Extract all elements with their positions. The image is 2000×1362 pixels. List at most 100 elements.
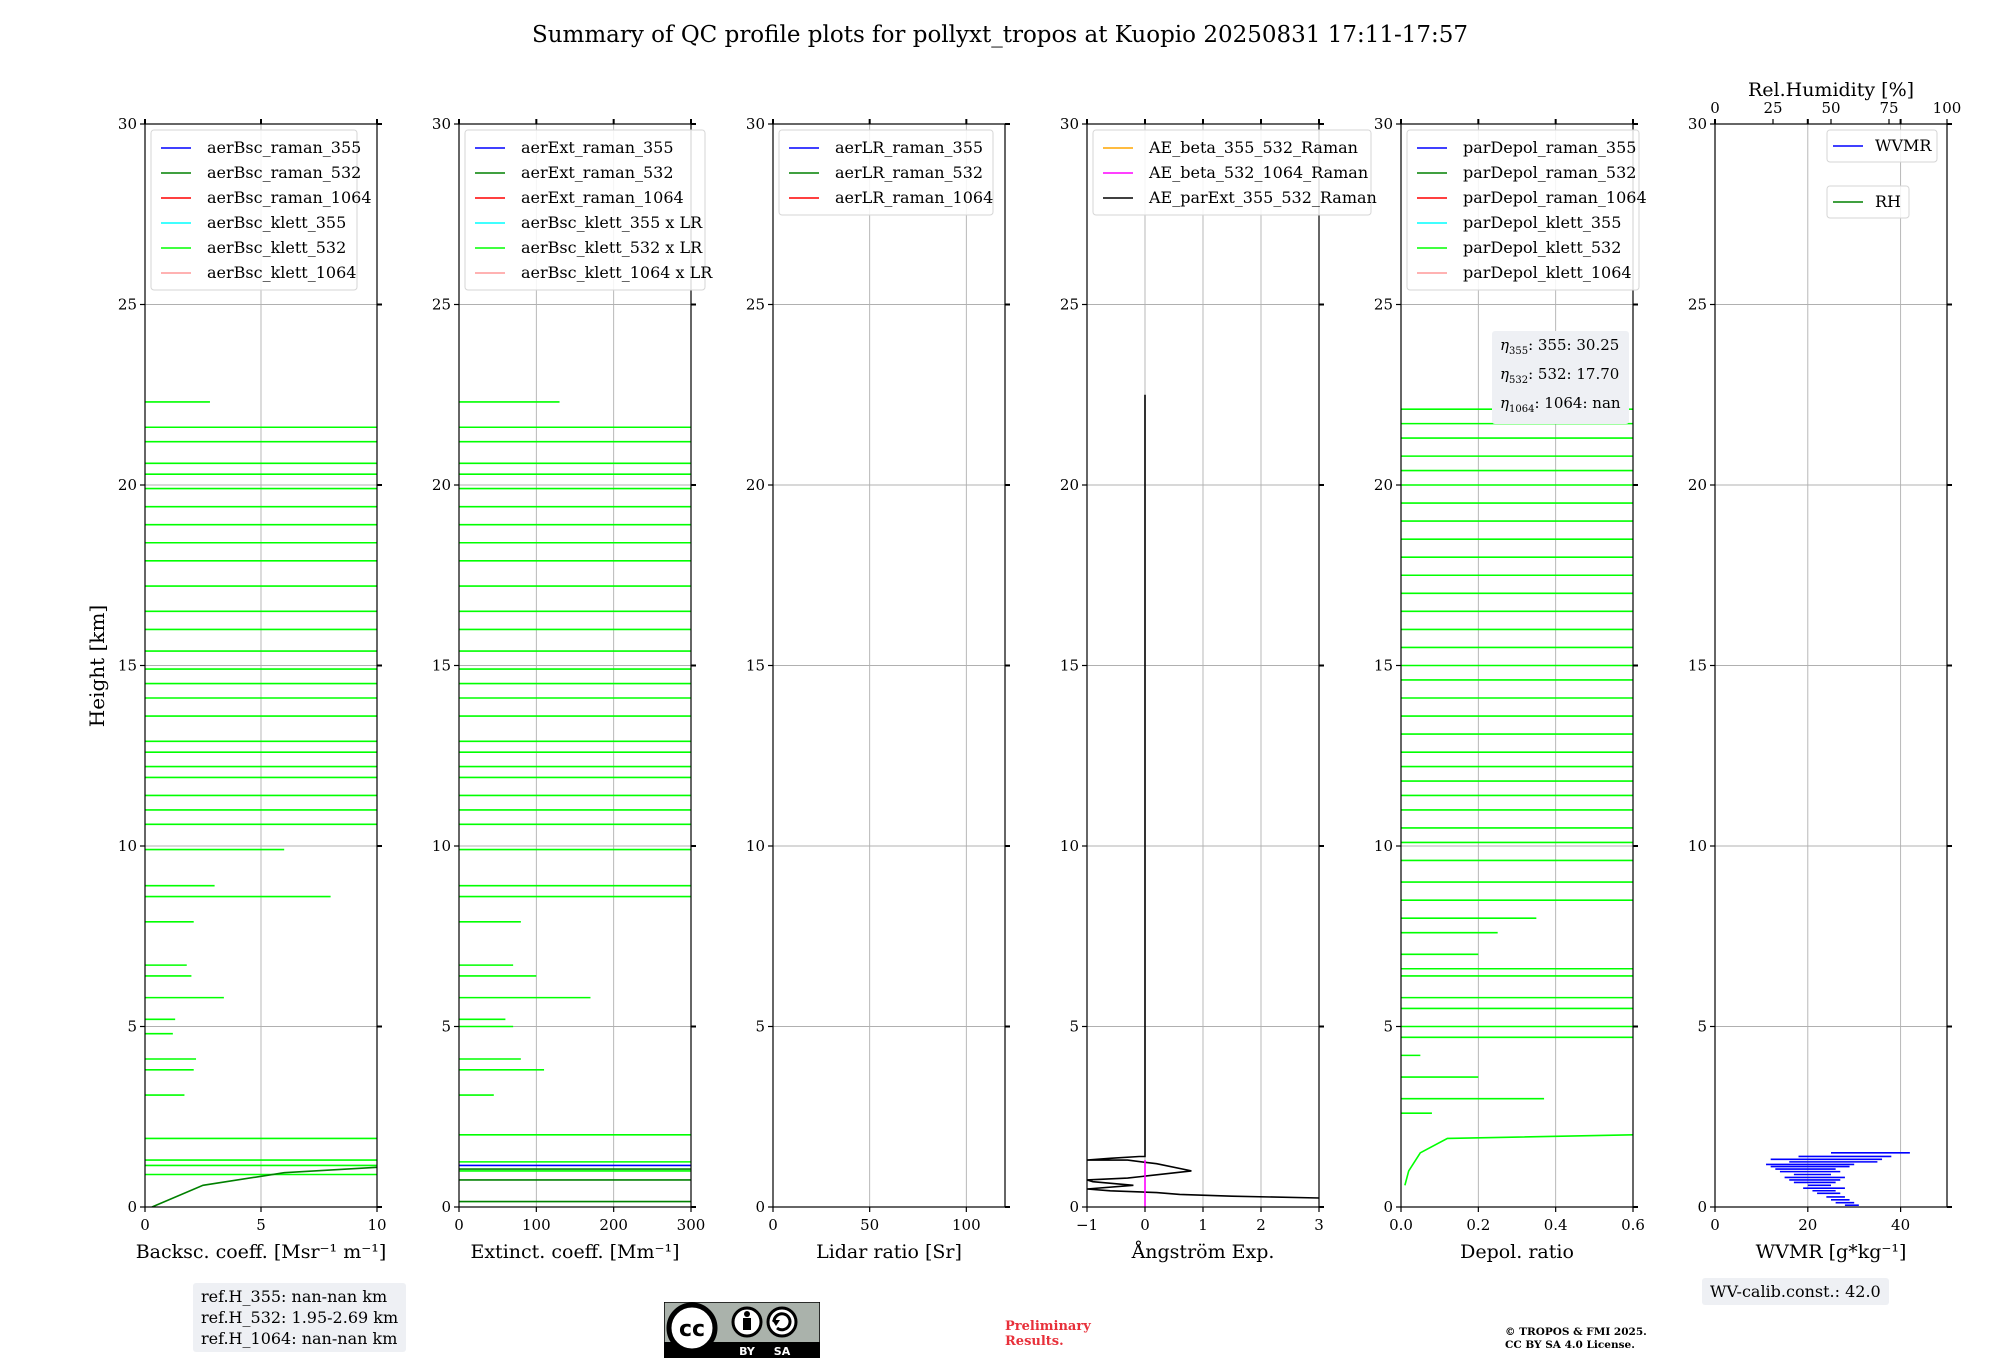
y-tick-label: 20 [1374, 476, 1393, 494]
wv-calibration-box: WV-calib.const.: 42.0 [1702, 1278, 1889, 1305]
y-tick-label: 25 [1688, 296, 1707, 314]
y-tick-label: 0 [127, 1198, 137, 1216]
panel-1: 0 5 10 15 20 25 30 0 5 10 Backsc. coeff. [Msr⁻¹ m⁻… [118, 115, 387, 1263]
top-x-tick-label: 25 [1763, 99, 1782, 117]
data-layer [459, 401, 691, 1203]
legend-box [1092, 129, 1372, 216]
y-tick-label: 5 [1697, 1018, 1707, 1036]
legend-label: aerBsc_klett_1064 x LR [521, 263, 713, 282]
data-layer [1087, 394, 1319, 1207]
eta-1064-value: 1064: nan [1544, 394, 1621, 412]
x-tick-label: −1 [1076, 1216, 1098, 1234]
series-line [1087, 394, 1319, 1199]
y-tick-label: 5 [127, 1018, 137, 1036]
figure-title: Summary of QC profile plots for pollyxt_… [531, 22, 1469, 48]
top-x-tick-label: 75 [1879, 99, 1898, 117]
y-tick-label: 25 [1060, 296, 1079, 314]
grid [1714, 123, 1947, 1208]
legend: AE_beta_355_532_Raman AE_beta_532_1064_Ra… [1092, 129, 1377, 216]
legend-label: parDepol_klett_1064 [1463, 263, 1632, 282]
legend-label: aerBsc_raman_1064 [207, 188, 372, 207]
eta-box: η355: 355: 30.25 η532: 532: 17.70 η1064:… [1492, 331, 1629, 424]
y-tick-label: 5 [1383, 1018, 1393, 1036]
y-tick-label: 5 [441, 1018, 451, 1036]
legend-label: aerExt_raman_1064 [521, 188, 684, 207]
y-tick-label: 25 [118, 296, 137, 314]
y-tick-label: 25 [1374, 296, 1393, 314]
y-tick-label: 0 [755, 1198, 765, 1216]
data-layer [145, 401, 377, 1207]
y-tick-label: 10 [746, 837, 765, 855]
y-tick-label: 10 [1374, 837, 1393, 855]
legend-label: aerLR_raman_532 [835, 163, 983, 182]
x-tick-label: 100 [522, 1216, 551, 1234]
y-tick-label: 30 [1374, 115, 1393, 133]
y-tick-label: 10 [432, 837, 451, 855]
y-tick-label: 20 [746, 476, 765, 494]
eta-355-value: 355: 30.25 [1537, 336, 1620, 354]
eta-532-value: 532: 17.70 [1537, 365, 1620, 383]
legend-label: AE_beta_355_532_Raman [1148, 138, 1358, 157]
legend-label: WVMR [1875, 136, 1932, 155]
cc-by-sa-logo: cc BY SA [663, 1301, 821, 1362]
legend-label: parDepol_raman_532 [1463, 163, 1636, 182]
legend-box [1826, 129, 1938, 163]
top-x-axis-label: Rel.Humidity [%] [1748, 79, 1914, 101]
y-tick-label: 15 [1688, 657, 1707, 675]
series-line [1404, 1134, 1633, 1186]
legend-label: parDepol_raman_355 [1463, 138, 1636, 157]
x-tick-label: 100 [952, 1216, 981, 1234]
legend-label: aerBsc_klett_355 [207, 213, 346, 232]
x-tick-label: 0 [1140, 1216, 1150, 1234]
x-tick-label: 5 [256, 1216, 266, 1234]
legend-label: aerBsc_raman_355 [207, 138, 361, 157]
legend-box [778, 129, 994, 216]
y-tick-label: 20 [1688, 476, 1707, 494]
preliminary-line-2: Results. [1005, 1334, 1064, 1349]
y-axis-label: Height [km] [85, 605, 109, 727]
x-axis-label: Lidar ratio [Sr] [816, 1241, 962, 1263]
x-tick-label: 50 [860, 1216, 879, 1234]
legend-label: aerExt_raman_355 [521, 138, 674, 157]
y-tick-label: 30 [432, 115, 451, 133]
y-tick-label: 0 [1383, 1198, 1393, 1216]
legend-label: aerExt_raman_532 [521, 163, 674, 182]
top-x-tick-label: 50 [1821, 99, 1840, 117]
top-x-tick-label: 100 [1933, 99, 1962, 117]
y-tick-label: 20 [1060, 476, 1079, 494]
y-tick-label: 20 [432, 476, 451, 494]
x-tick-label: 0 [140, 1216, 150, 1234]
ref-height-355: ref.H_355: nan-nan km [201, 1287, 388, 1306]
y-tick-label: 30 [1688, 115, 1707, 133]
legend-box [464, 129, 706, 291]
x-axis-label: Extinct. coeff. [Mm⁻¹] [470, 1241, 679, 1263]
legend-box [1406, 129, 1640, 291]
y-tick-label: 5 [1069, 1018, 1079, 1036]
y-tick-label: 20 [118, 476, 137, 494]
panel-5: 0 5 10 15 20 25 30 0.0 0.2 0.4 0.6 Depol. ratio parD… [1374, 115, 1647, 1263]
y-tick-label: 25 [432, 296, 451, 314]
y-tick-label: 30 [1060, 115, 1079, 133]
wv-calibration-text: WV-calib.const.: 42.0 [1710, 1282, 1881, 1301]
x-tick-label: 3 [1314, 1216, 1324, 1234]
series-line [151, 1166, 377, 1207]
x-tick-label: 0.4 [1544, 1216, 1568, 1234]
y-tick-label: 10 [118, 837, 137, 855]
legend: aerExt_raman_355 aerExt_raman_532 aerExt_r… [464, 129, 713, 291]
legend-label: aerLR_raman_355 [835, 138, 983, 157]
y-tick-label: 10 [1060, 837, 1079, 855]
legend: aerLR_raman_355 aerLR_raman_532 aerLR_rama… [778, 129, 994, 216]
copyright-line-1: © TROPOS & FMI 2025. [1505, 1326, 1647, 1338]
legend-label: parDepol_klett_355 [1463, 213, 1621, 232]
preliminary-line-1: Preliminary [1005, 1319, 1091, 1334]
legend-label: RH [1875, 192, 1901, 211]
x-tick-label: 20 [1798, 1216, 1817, 1234]
legend: aerBsc_raman_355 aerBsc_raman_532 aerBsc_r… [150, 129, 372, 291]
x-tick-label: 40 [1891, 1216, 1910, 1234]
copyright-note: © TROPOS & FMI 2025. CC BY SA 4.0 Licens… [1505, 1326, 1647, 1352]
y-tick-label: 15 [432, 657, 451, 675]
x-tick-label: 300 [677, 1216, 706, 1234]
legend: WVMR RH [1826, 129, 1938, 219]
legend-label: parDepol_raman_1064 [1463, 188, 1647, 207]
